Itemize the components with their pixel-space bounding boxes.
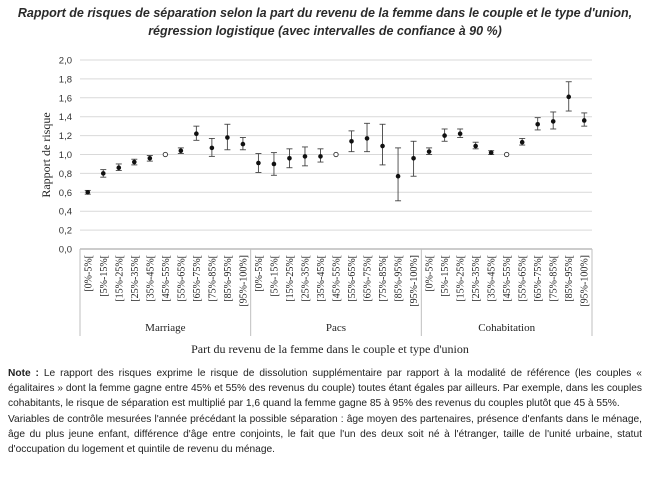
data-point [100,171,106,176]
group-label: Marriage [145,322,185,334]
data-point [411,155,416,161]
category-tick-label: [75%-85%[ [549,255,560,302]
y-tick-label: 0,2 [59,226,72,237]
data-point [473,143,478,149]
chart-title-line1: Rapport de risques de séparation selon l… [17,6,633,20]
y-tick-label: 1,6 [59,93,72,104]
category-tick-label: [75%-85%[ [207,255,218,302]
data-point [364,136,370,141]
data-point [550,119,556,124]
category-tick-label: [45%-55%[ [502,255,513,302]
data-point [535,121,540,127]
category-tick-label: [25%-35%[ [471,255,482,302]
data-point [209,145,215,151]
chart-note: Note : Le rapport des risques exprime le… [8,366,642,457]
category-tick-label: [65%-75%[ [192,255,203,302]
category-tick-label: [85%-95%[ [223,255,234,302]
data-point [178,148,184,154]
y-tick-label: 1,4 [59,112,72,123]
chart-title: Rapport de risques de séparation selon l… [0,4,650,40]
data-point [302,154,308,159]
category-tick-label: [45%-55%[ [332,255,343,302]
category-tick-label: [15%-25%[ [285,255,296,302]
note-text-1: Le rapport des risques exprime le risque… [8,368,642,410]
category-tick-label: [25%-35%[ [130,255,141,302]
category-tick-label: [55%-65%[ [518,255,529,302]
reference-point [504,151,510,158]
gridlines [80,59,592,231]
y-axis-label: Rapport de risque [39,112,53,197]
y-axis: 0,0 0,2 0,4 0,6 0,8 1,0 1,2 1,4 1,6 1,8 2,0 [59,56,72,256]
category-tick-label: [0%-5%[ [83,255,94,292]
risk-ratio-chart: 0,0 0,2 0,4 0,6 0,8 1,0 1,2 1,4 1,6 1,8 2,0 [0%-5%… [39,56,593,356]
data-point [132,159,137,165]
data-point [318,154,323,159]
data-point [566,94,572,100]
reference-point [333,151,339,158]
data-point [256,160,261,166]
category-tick-label: [5%-15%[ [99,255,110,297]
data-point [426,149,432,154]
data-point [271,161,277,167]
category-tick-label: [85%-95%[ [564,255,575,302]
category-tick-label: [55%-65%[ [176,255,187,302]
category-tick-label: [95%-100%] [238,255,249,307]
y-tick-label: 1,2 [59,131,72,142]
reference-point [162,151,168,158]
chart-title-line2: régression logistique (avec intervalles … [148,24,502,38]
data-point [488,150,494,155]
category-tick-label: [85%-95%[ [394,255,405,302]
data-point [194,131,199,137]
note-label: Note : [8,368,39,379]
group-label: Pacs [326,322,346,334]
data-point [519,139,525,145]
category-tick-label: [95%-100%] [409,255,420,307]
y-tick-label: 0,8 [59,169,72,180]
category-tick-label: [5%-15%[ [269,255,280,297]
y-tick-label: 1,0 [59,150,72,161]
category-tick-label: [25%-35%[ [300,255,311,302]
category-tick-label: [0%-5%[ [425,255,436,292]
data-point [380,143,385,149]
data-point [225,135,230,140]
x-axis: [0%-5%[ [5%-15%[ [15%-25%[ [25%-35%[ [35%-45… [79,248,593,336]
note-paragraph-1: Note : Le rapport des risques exprime le… [8,366,642,412]
category-tick-label: [65%-75%[ [363,255,374,302]
category-tick-label: [35%-45%[ [487,255,498,302]
data-point [287,155,292,161]
category-tick-label: [15%-25%[ [456,255,467,302]
data-point [240,141,246,147]
category-tick-label: [35%-45%[ [145,255,156,302]
data-point [581,118,587,123]
data-point [147,155,153,161]
note-paragraph-2: Variables de contrôle mesurées l'année p… [8,413,642,456]
category-tick-label: [95%-100%] [580,255,591,307]
data-point [442,133,447,138]
category-tick-label: [65%-75%[ [533,255,544,302]
x-axis-label: Part du revenu de la femme dans le coupl… [191,342,469,356]
y-tick-label: 0,6 [59,188,72,199]
data-point [349,138,354,144]
data-marks [84,81,588,202]
group-label: Cohabitation [478,322,535,334]
category-tick-label: [35%-45%[ [316,255,327,302]
category-tick-label: [75%-85%[ [378,255,389,302]
data-point [395,173,401,179]
data-point [116,165,122,171]
y-tick-label: 0,0 [59,245,72,256]
category-tick-label: [0%-5%[ [254,255,265,292]
data-point [85,190,91,195]
category-tick-label: [55%-65%[ [347,255,358,302]
data-point [457,131,463,137]
y-tick-label: 1,8 [59,74,72,85]
y-tick-label: 2,0 [59,56,72,67]
y-tick-label: 0,4 [59,207,72,218]
category-tick-label: [5%-15%[ [440,255,451,297]
category-tick-label: [45%-55%[ [161,255,172,302]
category-tick-label: [15%-25%[ [114,255,125,302]
